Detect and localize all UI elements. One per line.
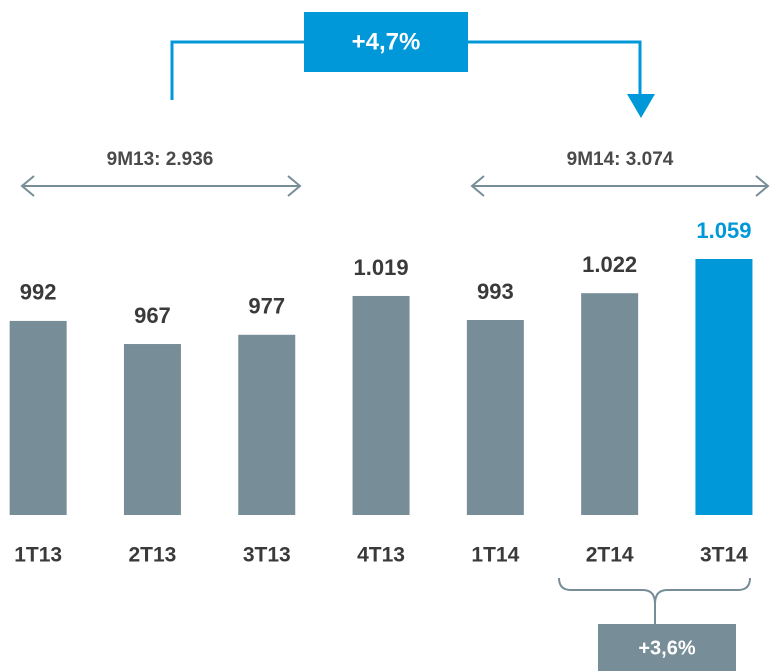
value-label: 993 — [477, 279, 514, 304]
value-label: 1.059 — [696, 218, 751, 243]
period-arrow — [470, 175, 770, 197]
growth-label: +4,7% — [352, 28, 421, 55]
period-label: 9M14: 3.074 — [567, 149, 674, 170]
x-tick-label: 2T14 — [586, 544, 634, 567]
period-label: 9M13: 2.936 — [107, 149, 214, 170]
value-label: 1.022 — [582, 252, 637, 277]
x-tick-label: 2T13 — [129, 544, 177, 567]
bar — [466, 319, 524, 515]
bar — [9, 320, 67, 515]
x-tick-label: 3T13 — [243, 544, 291, 567]
value-label: 1.019 — [354, 255, 409, 280]
bar — [238, 334, 296, 515]
bar — [123, 344, 181, 515]
value-label: 992 — [20, 280, 57, 305]
bar — [581, 293, 639, 515]
bar — [695, 259, 753, 515]
period-arrow — [20, 175, 302, 197]
x-tick-label: 1T13 — [14, 544, 62, 567]
growth-label: +3,6% — [638, 637, 695, 659]
bar — [352, 295, 410, 515]
x-tick-label: 3T14 — [700, 544, 748, 567]
growth-box — [598, 624, 736, 671]
x-tick-label: 1T14 — [471, 544, 519, 567]
connector-arrowhead — [627, 94, 655, 118]
growth-box — [304, 12, 468, 72]
period-arrows — [20, 175, 770, 624]
x-tick-label: 4T13 — [357, 544, 405, 567]
value-label: 967 — [134, 303, 171, 328]
bracket — [558, 577, 751, 605]
value-label: 977 — [248, 294, 285, 319]
